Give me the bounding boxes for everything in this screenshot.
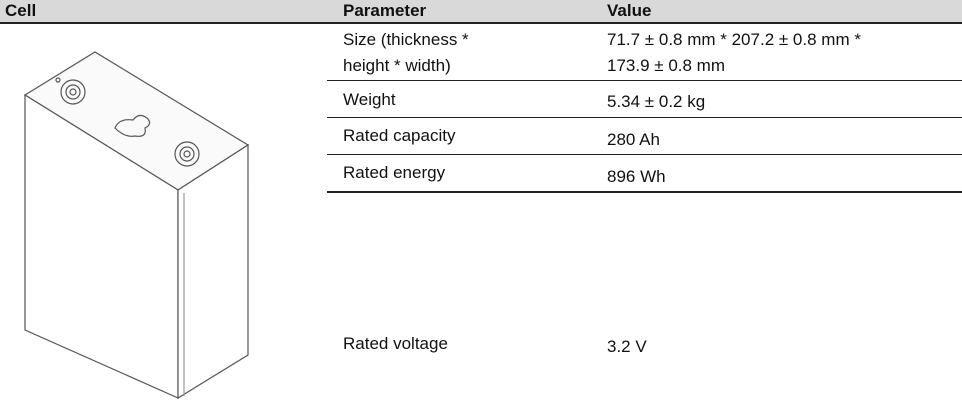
page: Cell Parameter Value Size (thickness * h…: [0, 0, 962, 400]
value: 5.34 ± 0.2 kg: [607, 92, 705, 112]
value: 3.2 V: [607, 337, 647, 357]
header-cell: Value: [607, 1, 651, 21]
rule: [327, 117, 962, 118]
cell-drawing: [0, 0, 300, 400]
header-cell: Parameter: [343, 1, 426, 21]
value: 71.7 ± 0.8 mm * 207.2 ± 0.8 mm *: [607, 30, 861, 50]
param: Rated capacity: [343, 126, 455, 146]
param: Size (thickness *: [343, 30, 469, 50]
value: 280 Ah: [607, 130, 660, 150]
rule: [327, 154, 962, 155]
param: Weight: [343, 90, 396, 110]
param: height * width): [343, 56, 451, 76]
rule: [327, 191, 962, 193]
rule: [327, 80, 962, 81]
param: Rated voltage: [343, 334, 448, 354]
param: Rated energy: [343, 163, 445, 183]
value: 173.9 ± 0.8 mm: [607, 56, 725, 76]
value: 896 Wh: [607, 167, 666, 187]
